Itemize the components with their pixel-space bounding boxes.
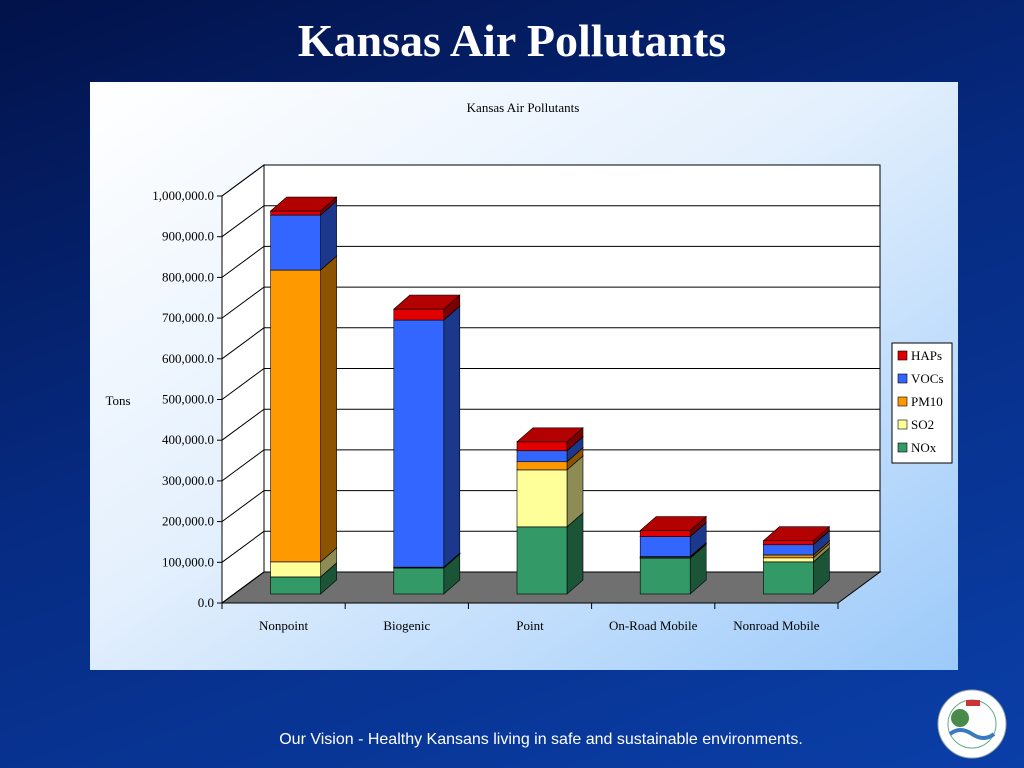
- bar: [270, 269, 321, 563]
- y-tick-label: 100,000.0: [162, 554, 214, 569]
- bar: [270, 214, 321, 271]
- bar: [270, 576, 321, 595]
- bar: [270, 561, 321, 578]
- y-tick-label: 800,000.0: [162, 269, 214, 284]
- plot: 0.0 100,000.0 200,000.0 300,000.0 400,000.0 5…: [152, 164, 953, 633]
- x-tick-label: Point: [516, 618, 544, 633]
- logo: [937, 689, 1007, 759]
- y-tick-label: 0.0: [198, 595, 214, 610]
- y-tick-label: 1,000,000.0: [152, 188, 214, 203]
- bar: [516, 526, 568, 595]
- chart-title: Kansas Air Pollutants: [467, 100, 580, 115]
- bar: [763, 540, 814, 546]
- grid-line: [221, 164, 880, 197]
- legend-swatch: [897, 442, 908, 453]
- y-axis-label: Tons: [105, 393, 130, 408]
- legend-label: HAPs: [911, 348, 942, 363]
- y-tick-label: 700,000.0: [162, 310, 214, 325]
- bar: [639, 557, 691, 595]
- y-tick-label: 300,000.0: [162, 473, 214, 488]
- bar: [763, 554, 814, 559]
- legend-label: VOCs: [911, 371, 944, 386]
- x-tick-label: On-Road Mobile: [609, 618, 698, 633]
- slide-title: Kansas Air Pollutants: [298, 15, 727, 66]
- grid-line: [221, 245, 880, 278]
- bar: [763, 561, 814, 595]
- bar: [393, 319, 445, 568]
- bar-top: [393, 294, 461, 310]
- bar: [270, 210, 321, 216]
- grid-line: [221, 205, 880, 238]
- y-tick-label: 200,000.0: [162, 514, 214, 529]
- bar-side: [320, 255, 337, 563]
- legend: HAPs VOCs PM10 SO2 NOx: [891, 342, 953, 464]
- x-tick-label: Nonpoint: [259, 618, 309, 633]
- y-tick-label: 900,000.0: [162, 229, 214, 244]
- grid-line: [221, 449, 880, 482]
- x-tick-label: Biogenic: [383, 618, 430, 633]
- legend-swatch: [897, 373, 908, 384]
- bar: [393, 308, 445, 321]
- y-tick-label: 600,000.0: [162, 351, 214, 366]
- bar-top: [269, 196, 338, 212]
- bar: [516, 441, 568, 452]
- grid-line: [221, 368, 880, 400]
- bar: [516, 450, 568, 463]
- bar: [639, 536, 691, 557]
- bar-top: [762, 526, 831, 541]
- grid-line: [221, 490, 880, 523]
- bar: [763, 557, 814, 563]
- grid-line: [221, 408, 880, 441]
- legend-swatch: [897, 419, 908, 430]
- bar: [639, 530, 691, 537]
- legend-label: PM10: [911, 394, 943, 409]
- legend-label: SO2: [911, 417, 934, 432]
- grid-line: [221, 286, 880, 319]
- bar-top: [516, 427, 584, 443]
- grid-line: [221, 327, 880, 360]
- legend-swatch: [897, 350, 908, 361]
- y-tick-label: 400,000.0: [162, 432, 214, 447]
- y-tick-label: 500,000.0: [162, 392, 214, 407]
- bar: [393, 567, 445, 595]
- legend-label: NOx: [911, 440, 937, 455]
- bar-side: [443, 305, 461, 568]
- legend-swatch: [897, 396, 908, 407]
- bar-top: [639, 516, 707, 531]
- bar: [763, 544, 814, 556]
- x-tick-label: Nonroad Mobile: [733, 618, 820, 633]
- bar: [516, 469, 568, 528]
- footer: Our Vision - Healthy Kansans living in s…: [279, 731, 803, 748]
- bar: [516, 461, 568, 471]
